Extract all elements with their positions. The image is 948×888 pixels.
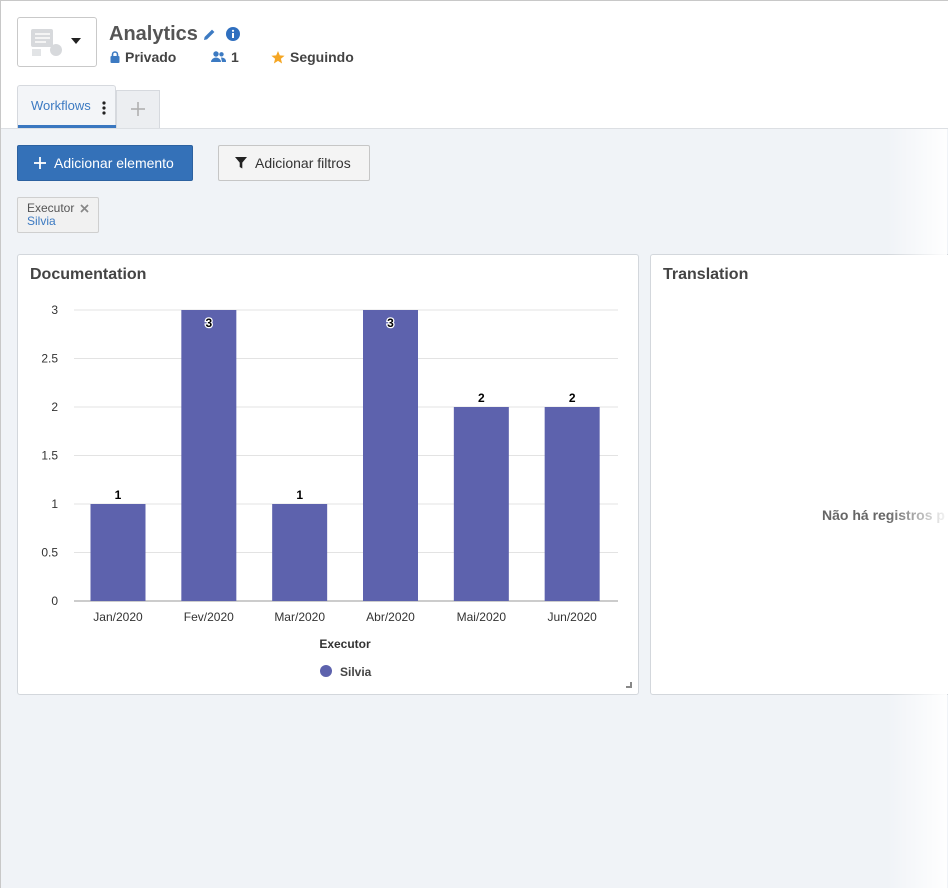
plus-icon bbox=[34, 157, 46, 169]
y-tick-label: 3 bbox=[51, 303, 58, 317]
resize-icon[interactable] bbox=[626, 682, 632, 688]
users-icon bbox=[211, 51, 226, 62]
dashboard-icon-selector[interactable] bbox=[17, 17, 97, 67]
y-tick-label: 0 bbox=[51, 594, 58, 608]
filter-chip: Executor Silvia bbox=[17, 197, 99, 233]
close-icon[interactable] bbox=[80, 204, 89, 213]
members-count[interactable]: 1 bbox=[211, 49, 239, 65]
kebab-icon[interactable] bbox=[102, 101, 106, 115]
translation-panel: Translation Não há registros p bbox=[650, 254, 948, 695]
add-element-button[interactable]: Adicionar elemento bbox=[17, 145, 193, 181]
add-element-label: Adicionar elemento bbox=[54, 155, 174, 171]
filter-chip-key: Executor bbox=[27, 201, 75, 215]
bar[interactable] bbox=[453, 407, 509, 601]
y-tick-label: 2 bbox=[51, 400, 58, 414]
add-filters-button[interactable]: Adicionar filtros bbox=[218, 145, 370, 181]
active-tab-indicator bbox=[18, 125, 117, 128]
panel-title: Documentation bbox=[30, 266, 147, 283]
y-tick-label: 1.5 bbox=[41, 449, 58, 463]
dashboard-content: Adicionar elemento Adicionar filtros Exe… bbox=[1, 129, 948, 888]
legend-marker[interactable] bbox=[320, 665, 332, 677]
plus-icon bbox=[131, 102, 145, 116]
documentation-panel: Documentation 0 0.5 1 1.5 2 2.5 3 Jan/2020 1 Fev/… bbox=[17, 254, 639, 695]
bar[interactable] bbox=[181, 310, 237, 601]
x-tick-label: Mai/2020 bbox=[457, 610, 507, 624]
data-label: 1 bbox=[115, 488, 122, 502]
panel-title: Translation bbox=[663, 266, 749, 283]
privacy-label: Privado bbox=[125, 49, 177, 65]
privacy-status: Privado bbox=[110, 49, 176, 65]
data-label: 3 bbox=[205, 316, 212, 330]
page-title: Analytics bbox=[109, 23, 198, 45]
x-tick-label: Abr/2020 bbox=[366, 610, 415, 624]
data-label: 2 bbox=[569, 391, 576, 405]
page-header: Analytics Privado 1 Seguindo Workflows bbox=[1, 1, 948, 129]
add-filters-label: Adicionar filtros bbox=[255, 155, 351, 171]
y-tick-label: 2.5 bbox=[41, 352, 58, 366]
star-icon bbox=[271, 50, 285, 63]
empty-state-message: Não há registros p bbox=[822, 507, 945, 523]
y-tick-label: 1 bbox=[51, 497, 58, 511]
pencil-icon[interactable] bbox=[203, 28, 216, 41]
x-tick-label: Jun/2020 bbox=[547, 610, 597, 624]
info-icon[interactable] bbox=[226, 27, 240, 41]
lock-icon bbox=[110, 51, 120, 63]
data-label: 2 bbox=[478, 391, 485, 405]
bar[interactable] bbox=[544, 407, 600, 601]
data-label: 3 bbox=[387, 316, 394, 330]
chevron-down-icon bbox=[71, 38, 81, 44]
tab-workflows[interactable]: Workflows bbox=[17, 85, 117, 128]
members-label: 1 bbox=[231, 49, 239, 65]
follow-label: Seguindo bbox=[290, 49, 354, 65]
bar-chart: 0 0.5 1 1.5 2 2.5 3 Jan/2020 1 Fev/2020 3 Mar/2020 1… bbox=[41, 303, 618, 679]
tab-label: Workflows bbox=[31, 98, 91, 113]
x-tick-label: Fev/2020 bbox=[184, 610, 234, 624]
legend-label[interactable]: Silvia bbox=[340, 665, 372, 679]
bar[interactable] bbox=[363, 310, 418, 601]
follow-toggle[interactable]: Seguindo bbox=[271, 49, 354, 65]
bar[interactable] bbox=[90, 504, 146, 601]
y-tick-label: 0.5 bbox=[41, 546, 58, 560]
add-tab-button[interactable] bbox=[116, 90, 160, 128]
x-tick-label: Mar/2020 bbox=[274, 610, 325, 624]
filter-chip-value: Silvia bbox=[27, 214, 56, 228]
x-axis-title: Executor bbox=[319, 637, 371, 651]
dashboard-icon bbox=[31, 29, 62, 56]
data-label: 1 bbox=[296, 488, 303, 502]
filter-icon bbox=[235, 157, 247, 169]
bar[interactable] bbox=[272, 504, 328, 601]
x-tick-label: Jan/2020 bbox=[93, 610, 143, 624]
